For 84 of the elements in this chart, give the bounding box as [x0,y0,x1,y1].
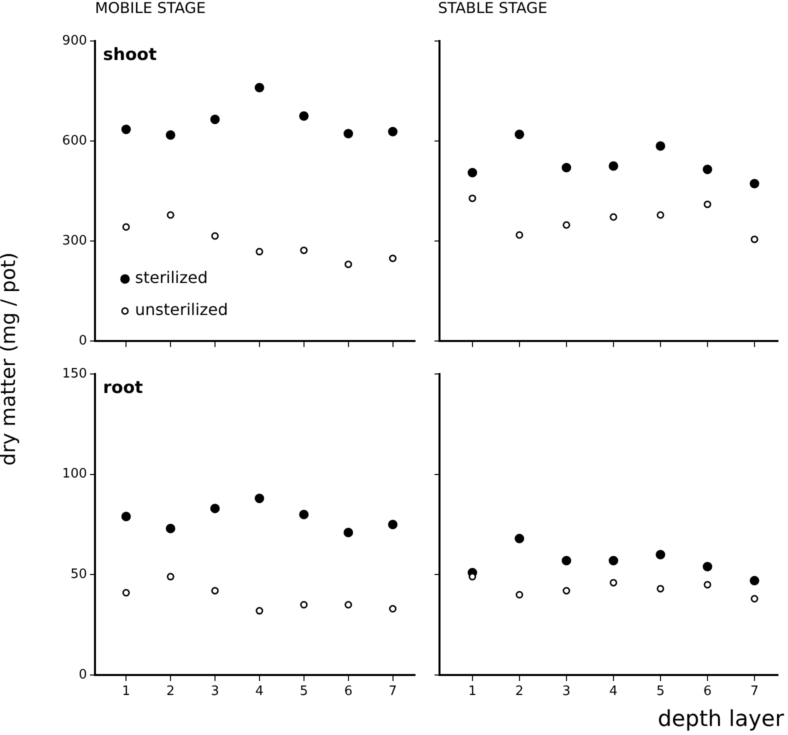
point [750,236,758,244]
chart-title: MOBILE STAGE [95,0,206,17]
point [210,114,220,124]
point [514,130,524,140]
x-tick-label: 2 [515,684,524,700]
y-tick-label: 150 [62,366,87,382]
y-axis-title: dry matter (mg / pot) [0,252,20,466]
point [344,260,352,268]
x-tick-label: 2 [166,684,175,700]
point [299,111,309,121]
point [166,524,176,534]
y-tick-label: 0 [78,667,87,682]
point [656,141,666,151]
point [211,232,219,240]
x-tick-label: 6 [344,684,352,700]
x-tick-label: 7 [750,684,759,700]
point [516,231,524,239]
point [300,601,308,609]
annotation: root [103,378,143,398]
point [562,556,572,566]
point [344,601,352,609]
point [300,246,308,254]
point [256,248,264,256]
point [344,528,354,538]
point [702,164,712,174]
x-tick-label: 6 [703,684,712,700]
point [750,576,760,586]
x-tick-label: 4 [255,684,264,700]
x-axis-title: depth layer [658,707,784,732]
point [468,194,476,202]
point [610,578,618,586]
x-tick-label: 1 [468,684,477,700]
y-tick-label: 300 [62,233,87,248]
point [254,82,264,92]
point [121,512,131,522]
point [750,178,760,188]
point [388,520,398,530]
point [389,605,397,613]
x-tick-label: 5 [300,684,308,700]
y-tick-label: 600 [62,133,87,148]
y-tick-label: 100 [62,466,87,482]
x-tick-label: 3 [562,684,571,700]
point [166,130,176,140]
chart-title: STABLE STAGE [438,0,548,17]
point [388,126,398,136]
point [608,556,618,566]
point [656,584,664,592]
point [299,510,309,520]
point [704,200,712,208]
x-tick-label: 1 [122,684,130,700]
point [750,594,758,602]
point [344,128,354,138]
x-tick-label: 3 [210,684,220,700]
point [210,504,220,514]
point [254,494,264,504]
point [514,534,524,544]
point [166,572,174,580]
point [256,607,264,615]
point [166,211,174,219]
y-tick-label: 50 [70,567,87,582]
point [389,254,397,262]
legend-label: sterilized [135,268,208,288]
x-tick-label: 4 [609,684,618,700]
point [610,213,618,221]
annotation: shoot [103,44,157,65]
point [122,588,130,596]
point [562,586,570,594]
point [704,580,712,588]
point [656,211,664,219]
point [211,586,219,594]
point [562,221,570,229]
legend-label: unsterilized [135,300,228,320]
point [516,590,524,598]
y-tick-label: 900 [62,33,87,48]
point [468,168,478,178]
point [122,223,130,231]
point [702,562,712,572]
point [608,161,618,171]
point [562,162,572,172]
y-tick-label: 0 [78,333,87,348]
x-tick-label: 7 [388,684,397,700]
point [656,550,666,560]
x-tick-label: 5 [656,684,665,700]
point [121,124,131,134]
